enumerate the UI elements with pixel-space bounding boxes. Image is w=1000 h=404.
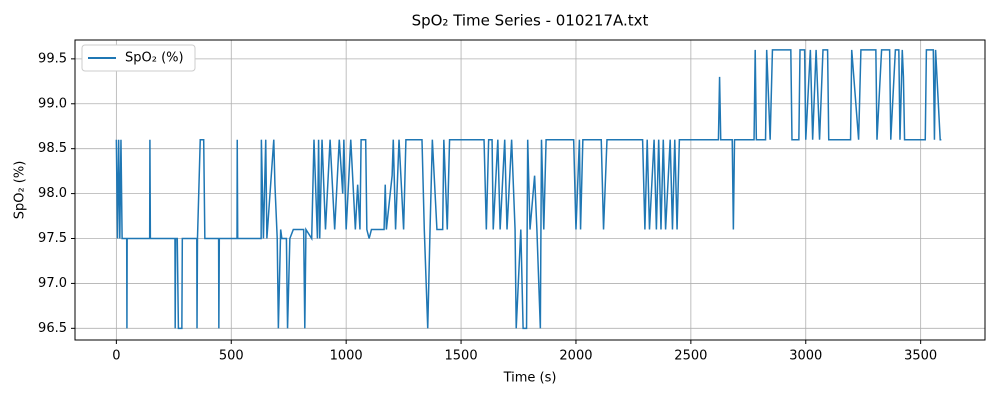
data-line bbox=[115, 49, 942, 330]
y-axis-label: SpO₂ (%) bbox=[13, 161, 28, 220]
y-tick-label: 99.0 bbox=[38, 96, 67, 111]
y-tick-label: 98.5 bbox=[38, 141, 67, 156]
x-tick-label: 1500 bbox=[445, 349, 478, 364]
y-tick-label: 97.5 bbox=[38, 231, 67, 246]
y-tick-label: 96.5 bbox=[38, 321, 67, 336]
x-tick-label: 3500 bbox=[904, 349, 937, 364]
y-tick-label: 97.0 bbox=[38, 276, 67, 291]
x-tick-label: 1000 bbox=[330, 349, 363, 364]
y-tick-label: 98.0 bbox=[38, 186, 67, 201]
x-tick-label: 0 bbox=[112, 349, 120, 364]
plot-frame bbox=[74, 39, 986, 341]
x-tick-label: 500 bbox=[219, 349, 244, 364]
legend-box bbox=[81, 44, 196, 72]
x-tick-label: 2500 bbox=[674, 349, 707, 364]
legend-label: SpO₂ (%) bbox=[125, 51, 184, 66]
chart-title: SpO₂ Time Series - 010217A.txt bbox=[412, 12, 649, 30]
x-tick-label: 3000 bbox=[789, 349, 822, 364]
x-axis-label: Time (s) bbox=[503, 371, 557, 386]
y-tick-label: 99.5 bbox=[38, 51, 67, 66]
x-tick-label: 2000 bbox=[559, 349, 592, 364]
